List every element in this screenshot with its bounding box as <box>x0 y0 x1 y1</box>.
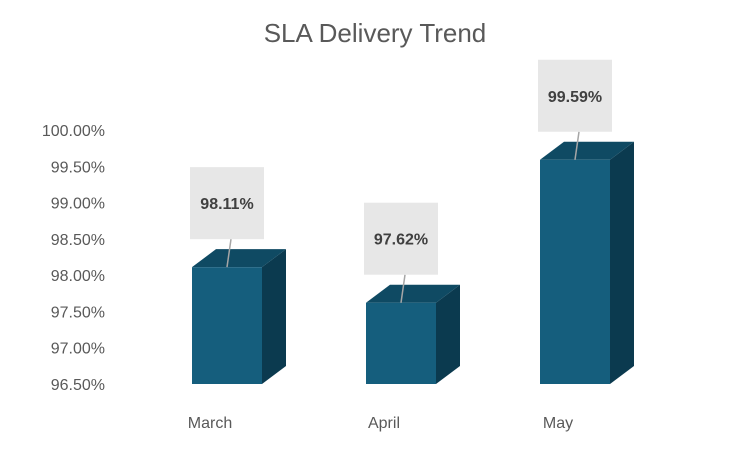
bar-side-face <box>436 284 460 384</box>
bar-front-face <box>192 267 262 384</box>
y-tick-label: 98.50% <box>51 232 105 249</box>
data-label-box <box>538 59 612 132</box>
x-axis-categories: March April May <box>188 415 573 432</box>
bar-front-face <box>540 159 610 384</box>
data-label: 97.62% <box>374 232 428 249</box>
y-tick-label: 100.00% <box>42 123 105 140</box>
bar-top-face <box>540 141 634 160</box>
data-label-box <box>364 202 438 275</box>
data-label: 98.11% <box>200 196 253 213</box>
bar-may: 99.59% <box>538 59 634 384</box>
y-tick-label: 97.00% <box>51 341 105 358</box>
y-tick-label: 99.50% <box>51 159 105 176</box>
y-axis-ticks: 96.50% 97.00% 97.50% 98.00% 98.50% 99.00% 99.5… <box>42 123 105 394</box>
x-category-label: May <box>543 415 573 432</box>
x-category-label: April <box>368 415 400 432</box>
y-tick-label: 98.00% <box>51 268 105 285</box>
y-tick-label: 99.00% <box>51 196 105 213</box>
bar-top-face <box>366 284 460 303</box>
data-label-leader-line <box>226 239 232 268</box>
bar-top-face <box>192 249 286 268</box>
data-label: 99.59% <box>548 89 602 106</box>
data-label-leader-line <box>400 274 406 303</box>
chart-title: SLA Delivery Trend <box>264 18 487 48</box>
bar-side-face <box>262 249 286 384</box>
y-tick-label: 96.50% <box>51 377 105 394</box>
bar-april: 97.62% <box>364 202 460 384</box>
data-label-box <box>190 167 264 240</box>
bar-march: 98.11% <box>190 167 286 384</box>
x-category-label: March <box>188 415 232 432</box>
y-tick-label: 97.50% <box>51 304 105 321</box>
bars-group: 98.11% 97.62% 99.59% <box>190 59 634 384</box>
bar-front-face <box>366 302 436 384</box>
data-label-leader-line <box>574 131 580 160</box>
bar-side-face <box>610 141 634 384</box>
